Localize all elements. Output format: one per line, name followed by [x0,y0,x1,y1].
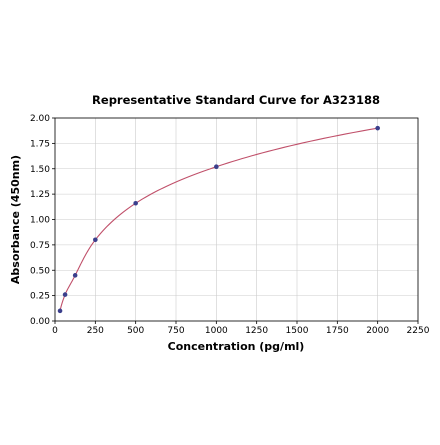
y-tick-label: 0.75 [30,241,50,251]
x-axis-ticks: 0 250 500 750 1000 1250 1500 1750 2000 2250 [52,321,430,336]
x-tick-label: 750 [167,326,184,336]
x-tick-label: 0 [52,326,58,336]
x-tick-label: 500 [127,326,144,336]
data-points [57,125,380,314]
y-tick-label: 0.50 [30,266,50,276]
data-point [62,292,68,297]
y-tick-label: 1.75 [30,139,50,149]
x-tick-label: 1250 [245,326,268,336]
x-axis-label: Concentration (pg/ml) [168,340,305,353]
x-tick-label: 1000 [205,326,228,336]
y-tick-label: 1.50 [30,165,50,175]
y-tick-label: 1.25 [30,190,50,200]
data-point [72,273,78,278]
data-point [57,308,63,314]
y-tick-label: 0.00 [30,317,50,327]
x-tick-label: 250 [87,326,104,336]
y-tick-label: 1.00 [30,216,50,226]
data-point [375,125,380,131]
data-point [93,237,98,243]
data-point [133,200,138,206]
data-point [214,164,219,170]
x-tick-label: 2250 [407,326,430,336]
y-axis-label: Absorbance (450nm) [9,155,22,284]
y-tick-label: 2.00 [30,114,50,124]
chart-title: Representative Standard Curve for A32318… [92,93,380,107]
x-tick-label: 1750 [326,326,349,336]
x-tick-label: 2000 [366,326,389,336]
x-tick-label: 1500 [286,326,309,336]
y-axis-ticks: 0.00 0.25 0.50 0.75 1.00 1.25 1.50 1.75 2.00 [30,114,55,327]
y-tick-label: 0.25 [30,292,50,302]
